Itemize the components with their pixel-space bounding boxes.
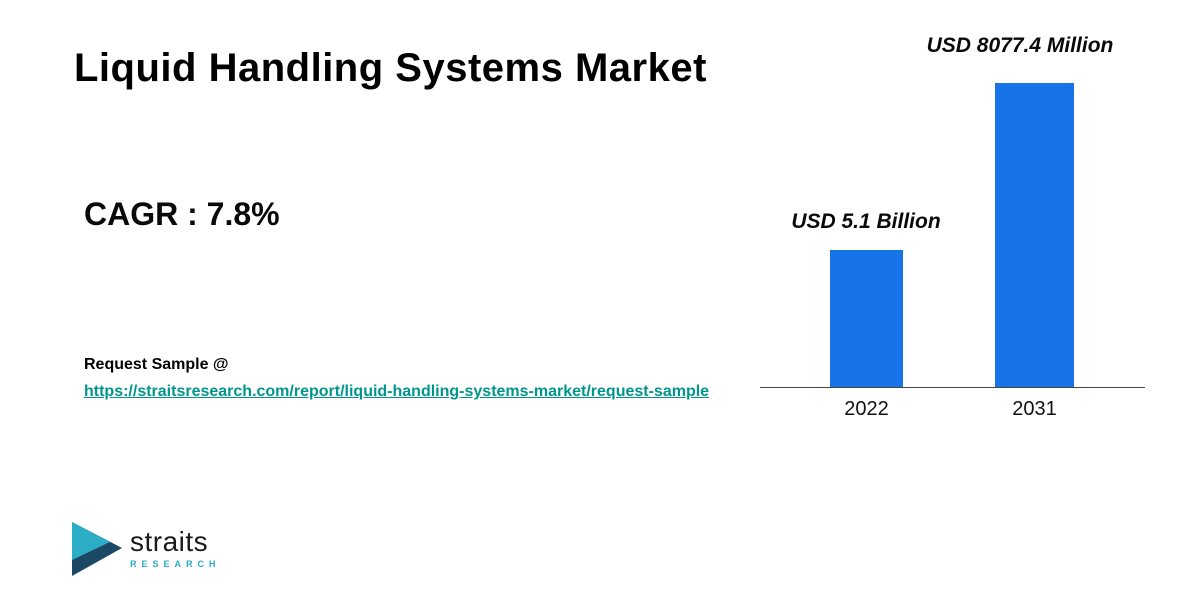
x-axis-line [760, 387, 1145, 388]
straits-research-logo: straits RESEARCH [70, 518, 221, 578]
bar-value-label-2031: USD 8077.4 Million [926, 34, 1114, 57]
bar-2031 [995, 83, 1074, 387]
bar-value-label-2022: USD 5.1 Billion [791, 210, 941, 233]
bar-2022 [830, 250, 903, 387]
request-sample-label: Request Sample @ [84, 356, 229, 373]
logo-arrow-icon [72, 522, 122, 576]
x-tick-2031: 2031 [1012, 398, 1057, 420]
x-tick-2022: 2022 [844, 398, 889, 420]
logo-subname: RESEARCH [130, 559, 221, 570]
logo-text: straits RESEARCH [130, 525, 221, 570]
request-sample-block: Request Sample @ https://straitsresearch… [84, 356, 749, 403]
logo-name: straits [130, 525, 209, 557]
page-title: Liquid Handling Systems Market [74, 46, 707, 90]
cagr-value: CAGR : 7.8% [84, 196, 280, 232]
request-sample-link[interactable]: https://straitsresearch.com/report/liqui… [84, 383, 710, 400]
